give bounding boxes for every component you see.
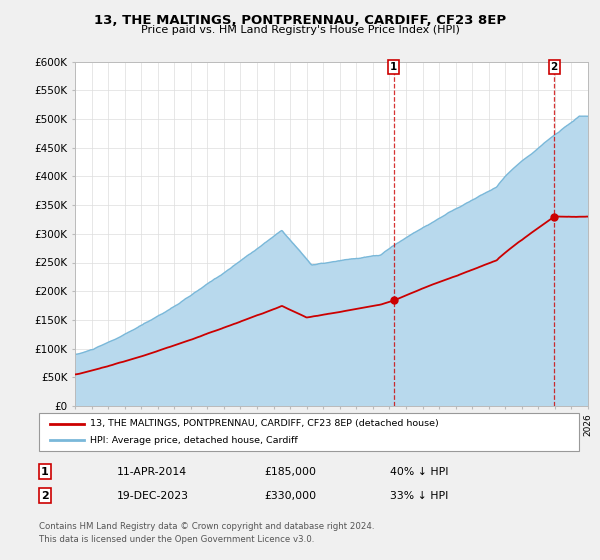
- Text: HPI: Average price, detached house, Cardiff: HPI: Average price, detached house, Card…: [90, 436, 298, 445]
- Text: 1: 1: [390, 62, 398, 72]
- Text: 11-APR-2014: 11-APR-2014: [117, 466, 187, 477]
- Text: 40% ↓ HPI: 40% ↓ HPI: [390, 466, 449, 477]
- Text: Contains HM Land Registry data © Crown copyright and database right 2024.
This d: Contains HM Land Registry data © Crown c…: [39, 522, 374, 544]
- Text: 2: 2: [41, 491, 49, 501]
- Text: 2: 2: [551, 62, 558, 72]
- Text: 13, THE MALTINGS, PONTPRENNAU, CARDIFF, CF23 8EP (detached house): 13, THE MALTINGS, PONTPRENNAU, CARDIFF, …: [90, 419, 439, 428]
- Text: 33% ↓ HPI: 33% ↓ HPI: [390, 491, 448, 501]
- Text: 19-DEC-2023: 19-DEC-2023: [117, 491, 189, 501]
- Text: Price paid vs. HM Land Registry's House Price Index (HPI): Price paid vs. HM Land Registry's House …: [140, 25, 460, 35]
- Text: £330,000: £330,000: [264, 491, 316, 501]
- Text: 13, THE MALTINGS, PONTPRENNAU, CARDIFF, CF23 8EP: 13, THE MALTINGS, PONTPRENNAU, CARDIFF, …: [94, 14, 506, 27]
- Text: £185,000: £185,000: [264, 466, 316, 477]
- Text: 1: 1: [41, 466, 49, 477]
